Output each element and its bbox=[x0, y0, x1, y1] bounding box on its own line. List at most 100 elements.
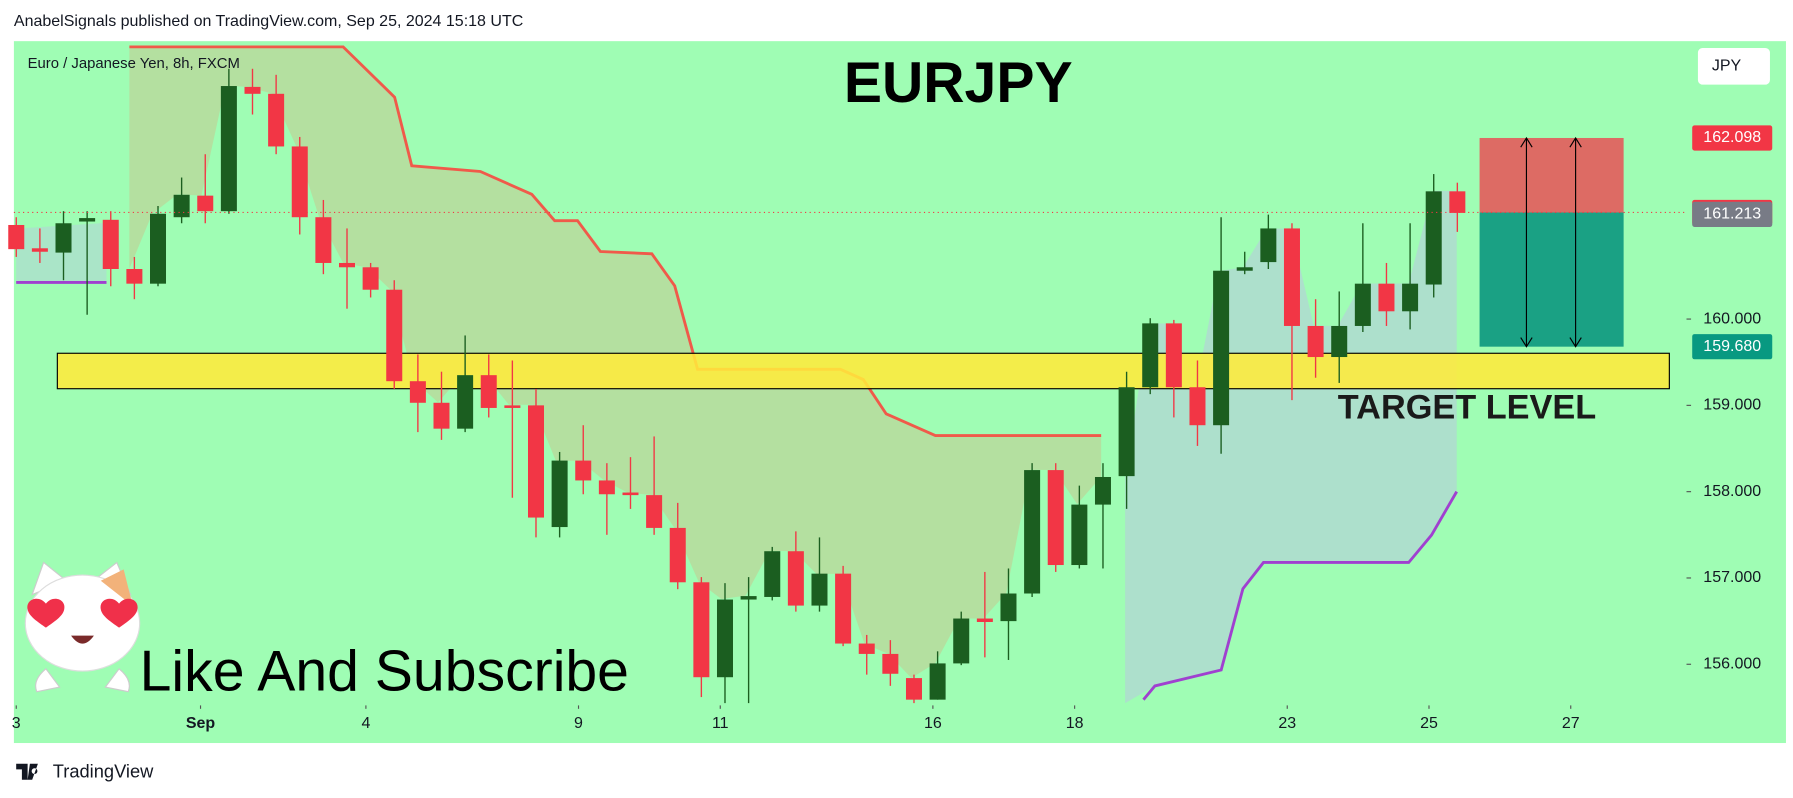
candle-body bbox=[197, 195, 214, 212]
candle-body bbox=[740, 596, 757, 600]
candle-body bbox=[976, 618, 993, 622]
candle-body bbox=[1425, 191, 1442, 285]
candle-body bbox=[1189, 387, 1206, 426]
candle-body bbox=[1213, 270, 1230, 426]
candle-body bbox=[764, 551, 781, 597]
candle-body bbox=[268, 93, 285, 147]
candle-body bbox=[173, 194, 190, 218]
candle-body bbox=[527, 405, 544, 518]
position-reward bbox=[1479, 212, 1624, 347]
x-tick-label: 4 bbox=[361, 715, 370, 732]
candle-body bbox=[409, 381, 426, 403]
x-tick-label: Sep bbox=[186, 715, 216, 732]
arrow-head bbox=[1569, 337, 1582, 348]
supertrend-line bbox=[129, 45, 1102, 438]
candle-body bbox=[291, 146, 308, 218]
price-label-box bbox=[1692, 334, 1773, 360]
chart-title: EURJPY bbox=[844, 51, 1073, 115]
candle-body bbox=[1283, 228, 1300, 326]
y-tick-label: 159.000 bbox=[1703, 397, 1761, 414]
arrow-head bbox=[1569, 136, 1582, 148]
subscribe-annotation: Like And Subscribe bbox=[140, 640, 629, 704]
candle-body bbox=[386, 289, 403, 382]
candle-body bbox=[622, 492, 639, 496]
candle-body bbox=[1307, 325, 1324, 358]
candle-body bbox=[79, 218, 96, 222]
candle-body bbox=[1449, 191, 1466, 213]
price-label: 159.680 bbox=[1703, 338, 1761, 355]
candle-body bbox=[905, 678, 922, 700]
candle-body bbox=[646, 495, 663, 528]
candle-body bbox=[1118, 387, 1135, 477]
price-label-box bbox=[1692, 201, 1773, 227]
publisher-header: AnabelSignals published on TradingView.c… bbox=[14, 13, 523, 30]
candle-body bbox=[811, 573, 828, 606]
candle-body bbox=[598, 480, 615, 495]
arrow-head bbox=[1520, 136, 1533, 148]
candle-body bbox=[433, 402, 450, 429]
candle-body bbox=[953, 618, 970, 664]
candle-body bbox=[1260, 228, 1277, 263]
candle-body bbox=[1354, 283, 1371, 326]
candle-body bbox=[669, 527, 686, 583]
candle-body bbox=[244, 86, 261, 94]
x-tick-label: 18 bbox=[1066, 715, 1084, 732]
candle-body bbox=[1071, 504, 1088, 566]
candle-body bbox=[1402, 283, 1419, 312]
candle-body bbox=[1000, 593, 1017, 622]
candle-body bbox=[575, 460, 592, 481]
price-label: 162.098 bbox=[1703, 129, 1761, 146]
currency-box bbox=[1697, 48, 1770, 85]
footer-brand: TradingView bbox=[53, 761, 154, 782]
marks-layer: 156.000 157.000 158.000 159.000 160.000 3 Sep 4… bbox=[8, 68, 1773, 732]
target-level-annotation: TARGET LEVEL bbox=[1338, 388, 1596, 426]
y-tick-label: 160.000 bbox=[1703, 310, 1761, 327]
candle-body bbox=[1331, 325, 1348, 358]
candle-body bbox=[1378, 283, 1395, 312]
price-label-box bbox=[1692, 125, 1773, 151]
candle-body bbox=[693, 582, 710, 678]
candle-body bbox=[55, 223, 72, 253]
target-zone bbox=[56, 352, 1670, 390]
x-tick-label: 9 bbox=[574, 715, 583, 732]
candle-body bbox=[102, 219, 119, 270]
currency-label: JPY bbox=[1712, 58, 1742, 75]
candle-body bbox=[504, 405, 521, 408]
supertrend-fill bbox=[16, 222, 107, 283]
candle-body bbox=[1047, 470, 1064, 566]
x-tick-label: 27 bbox=[1562, 715, 1580, 732]
candle-body bbox=[1165, 323, 1182, 388]
x-tick-label: 25 bbox=[1420, 715, 1438, 732]
candle-body bbox=[338, 262, 356, 268]
candle-body bbox=[480, 375, 497, 408]
x-tick-label: 23 bbox=[1278, 715, 1296, 732]
candle-body bbox=[1024, 470, 1041, 594]
footer-background bbox=[13, 743, 1786, 798]
candle-body bbox=[1142, 323, 1159, 388]
candle-body bbox=[362, 267, 379, 290]
tradingview-logo bbox=[16, 763, 38, 780]
candle-body bbox=[835, 573, 852, 644]
cat-sticker bbox=[24, 561, 141, 693]
candle-body bbox=[1094, 476, 1111, 505]
candle-body bbox=[220, 86, 237, 212]
candle-body bbox=[882, 653, 899, 674]
candle-body bbox=[126, 269, 143, 284]
candle-body bbox=[1236, 267, 1253, 271]
candle-body bbox=[31, 248, 48, 252]
candle-body bbox=[315, 217, 332, 263]
candle-body bbox=[8, 224, 25, 250]
x-tick-label: 3 bbox=[12, 715, 21, 732]
candle-body bbox=[150, 213, 167, 284]
candle-body bbox=[457, 375, 474, 429]
supertrend-fill bbox=[1125, 190, 1457, 704]
candle-body bbox=[929, 663, 946, 700]
candle-body bbox=[787, 551, 804, 606]
supertrend-line bbox=[1142, 490, 1458, 701]
candle-body bbox=[716, 599, 733, 678]
y-tick-label: 156.000 bbox=[1703, 655, 1761, 672]
arrow-head bbox=[1520, 337, 1533, 348]
y-tick-label: 158.000 bbox=[1703, 483, 1761, 500]
candle-body bbox=[858, 643, 875, 654]
